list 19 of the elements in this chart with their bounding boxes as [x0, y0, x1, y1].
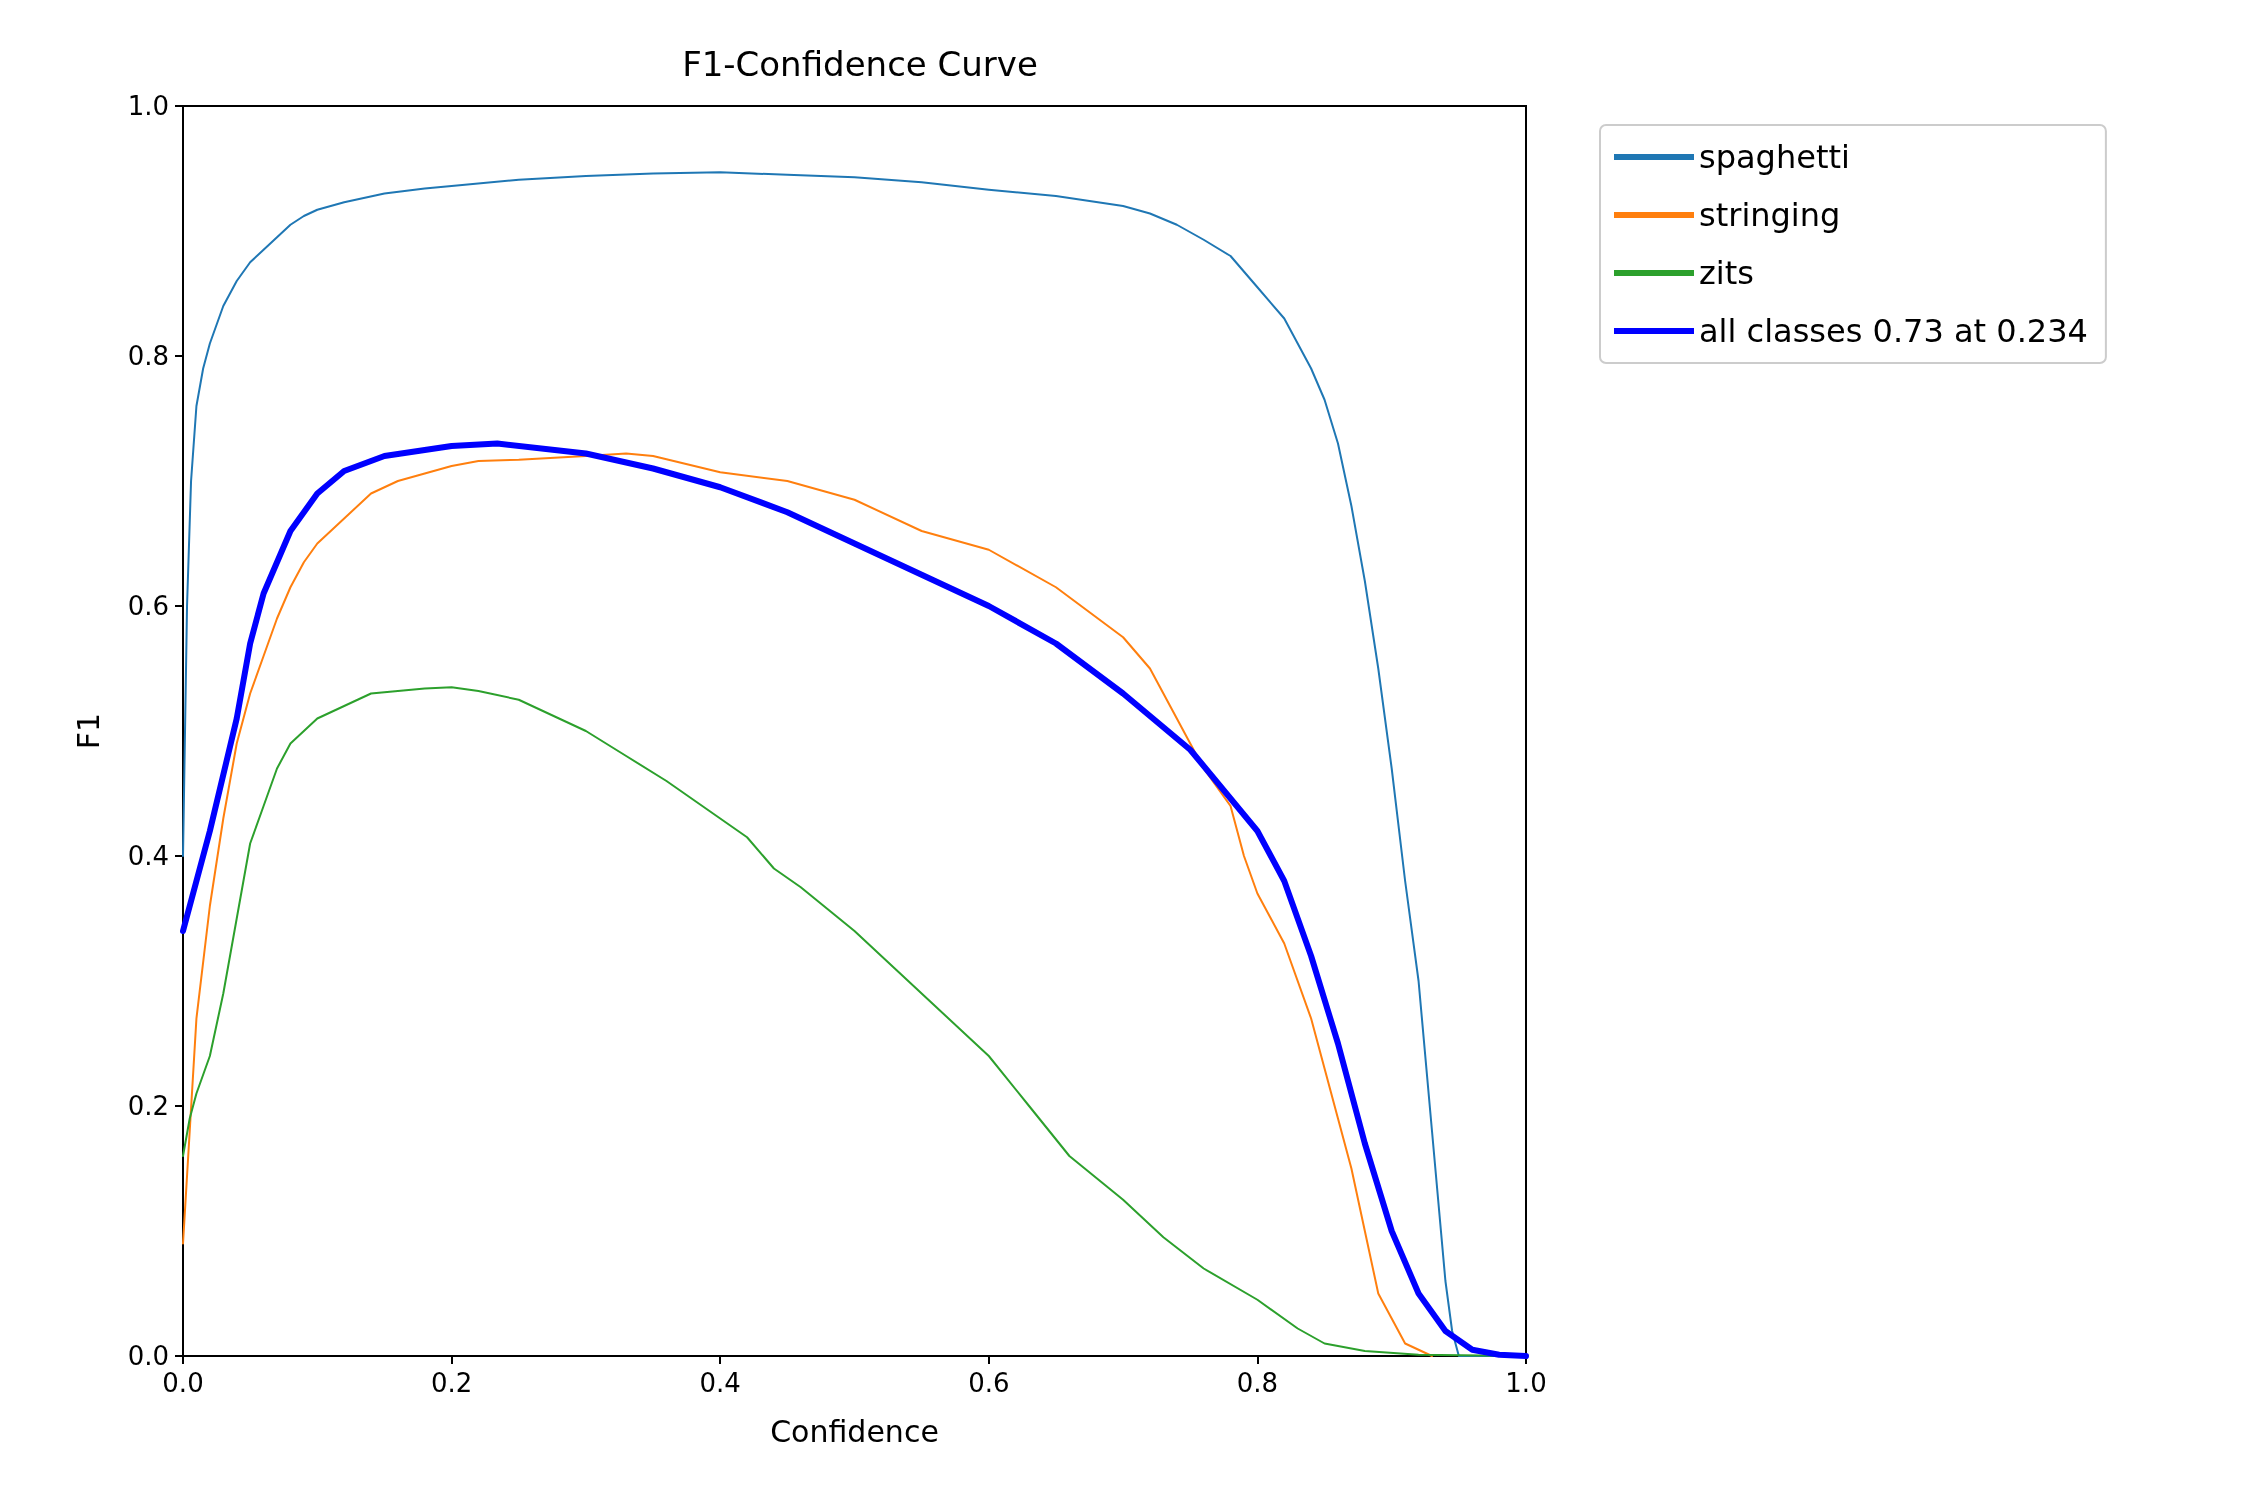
x-tick-label: 0.0	[162, 1368, 204, 1398]
legend-label: zits	[1699, 254, 1754, 292]
legend-label: stringing	[1699, 196, 1841, 234]
y-tick-label: 0.4	[127, 841, 169, 871]
y-tick-label: 1.0	[127, 91, 169, 121]
legend-label: all classes 0.73 at 0.234	[1699, 312, 2088, 350]
y-tick-label: 0.0	[127, 1341, 169, 1371]
chart-title: F1-Confidence Curve	[682, 44, 1038, 84]
y-tick-label: 0.6	[127, 591, 169, 621]
legend-label: spaghetti	[1699, 138, 1850, 176]
x-axis-title: Confidence	[770, 1413, 939, 1449]
x-tick-label: 1.0	[1505, 1368, 1547, 1398]
x-tick-label: 0.4	[699, 1368, 741, 1398]
y-axis-title: F1	[70, 712, 106, 750]
y-tick-label: 0.8	[127, 341, 169, 371]
x-tick-label: 0.8	[1236, 1368, 1279, 1398]
x-tick-label: 0.6	[968, 1368, 1010, 1398]
y-tick-label: 0.2	[127, 1091, 169, 1121]
x-tick-label: 0.2	[430, 1368, 473, 1398]
